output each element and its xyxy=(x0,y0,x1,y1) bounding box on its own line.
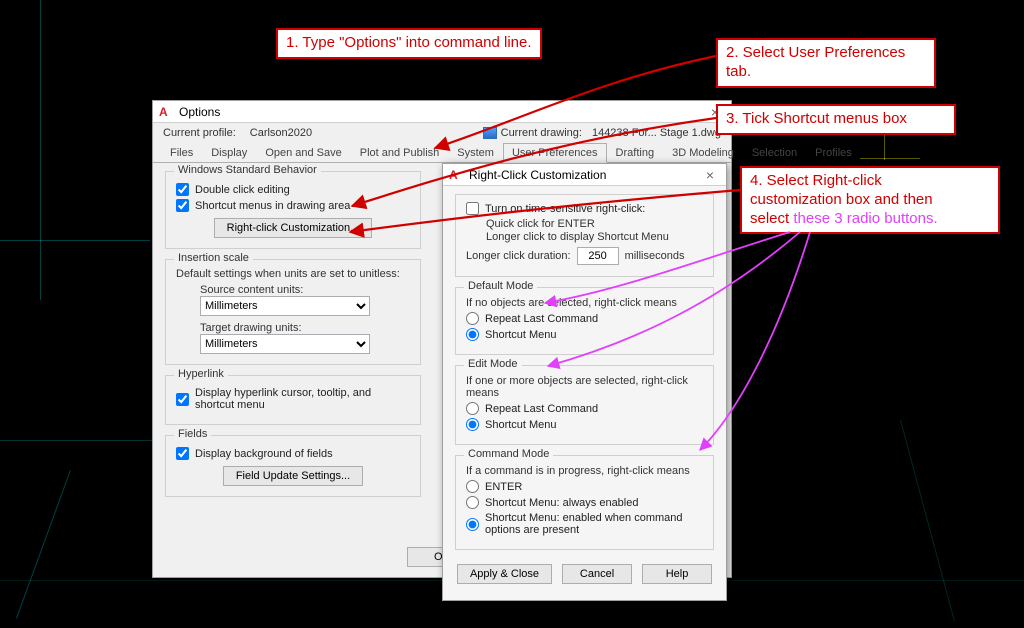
rc-help-button[interactable]: Help xyxy=(642,564,712,584)
rc-body: Turn on time-sensitive right-click: Quic… xyxy=(443,186,726,600)
drawing-label: Current drawing: xyxy=(501,127,582,139)
edit-repeat-radio[interactable]: Repeat Last Command xyxy=(466,402,703,415)
group-title-hyperlink: Hyperlink xyxy=(174,368,228,380)
profile-value: Carlson2020 xyxy=(250,127,312,139)
hyperlink-checkbox[interactable]: Display hyperlink cursor, tooltip, and s… xyxy=(176,387,410,411)
def-desc: If no objects are selected, right-click … xyxy=(466,297,703,309)
field-update-settings-button[interactable]: Field Update Settings... xyxy=(223,466,363,486)
group-title-wsb: Windows Standard Behavior xyxy=(174,164,321,176)
right-click-customization-button[interactable]: Right-click Customization... xyxy=(214,218,373,238)
annotation-3: 3. Tick Shortcut menus box xyxy=(716,104,956,135)
time-l2: Longer click to display Shortcut Menu xyxy=(486,231,703,243)
group-title-ins: Insertion scale xyxy=(174,252,253,264)
edit-desc: If one or more objects are selected, rig… xyxy=(466,375,703,399)
profile-label: Current profile: xyxy=(163,127,236,139)
time-sensitive-checkbox[interactable]: Turn on time-sensitive right-click: xyxy=(466,202,703,215)
time-dur-label: Longer click duration: xyxy=(466,250,571,262)
group-insertion-scale: Insertion scale Default settings when un… xyxy=(165,259,421,365)
group-fields: Fields Display background of fields Fiel… xyxy=(165,435,421,497)
group-title-edit: Edit Mode xyxy=(464,358,522,370)
fields-bg-checkbox[interactable]: Display background of fields xyxy=(176,447,410,460)
annotation-1: 1. Type "Options" into command line. xyxy=(276,28,542,59)
options-title: Options xyxy=(179,105,220,119)
group-title-cmd: Command Mode xyxy=(464,448,553,460)
tab-user-preferences[interactable]: User Preferences xyxy=(503,143,607,163)
group-time-sensitive: Turn on time-sensitive right-click: Quic… xyxy=(455,194,714,277)
cmd-sm-present-radio[interactable]: Shortcut Menu: enabled when command opti… xyxy=(466,512,703,536)
annotation-2: 2. Select User Preferences tab. xyxy=(716,38,936,88)
ins-desc: Default settings when units are set to u… xyxy=(176,268,410,280)
tgt-units-label: Target drawing units: xyxy=(200,322,410,334)
group-hyperlink: Hyperlink Display hyperlink cursor, tool… xyxy=(165,375,421,425)
tab-system[interactable]: System xyxy=(448,143,503,162)
tab-files[interactable]: Files xyxy=(161,143,202,162)
autocad-logo-icon: A xyxy=(449,168,463,182)
double-click-checkbox[interactable]: Double click editing xyxy=(176,183,410,196)
apply-close-button[interactable]: Apply & Close xyxy=(457,564,552,584)
src-units-label: Source content units: xyxy=(200,284,410,296)
annotation-4: 4. Select Right-click customization box … xyxy=(740,166,1000,234)
tab-open-save[interactable]: Open and Save xyxy=(256,143,350,162)
profile-row: Current profile: Carlson2020 Current dra… xyxy=(153,123,731,143)
time-l1: Quick click for ENTER xyxy=(486,218,703,230)
cmd-enter-radio[interactable]: ENTER xyxy=(466,480,703,493)
time-dur-unit: milliseconds xyxy=(625,250,685,262)
source-units-select[interactable]: Millimeters xyxy=(200,296,370,316)
tab-display[interactable]: Display xyxy=(202,143,256,162)
close-icon[interactable]: × xyxy=(700,167,720,183)
longer-click-duration-input[interactable] xyxy=(577,247,619,265)
rc-cancel-button[interactable]: Cancel xyxy=(562,564,632,584)
tab-profiles[interactable]: Profiles xyxy=(806,143,861,162)
target-units-select[interactable]: Millimeters xyxy=(200,334,370,354)
autocad-logo-icon: A xyxy=(159,105,173,119)
default-shortcut-radio[interactable]: Shortcut Menu xyxy=(466,328,703,341)
shortcut-menus-checkbox[interactable]: Shortcut menus in drawing area xyxy=(176,199,410,212)
options-body: Windows Standard Behavior Double click e… xyxy=(153,163,433,515)
rc-titlebar: A Right-Click Customization × xyxy=(443,164,726,186)
options-titlebar: A Options × xyxy=(153,101,731,123)
drawing-icon xyxy=(483,127,497,139)
cmd-sm-always-radio[interactable]: Shortcut Menu: always enabled xyxy=(466,496,703,509)
group-default-mode: Default Mode If no objects are selected,… xyxy=(455,287,714,355)
group-edit-mode: Edit Mode If one or more objects are sel… xyxy=(455,365,714,445)
group-windows-standard: Windows Standard Behavior Double click e… xyxy=(165,171,421,249)
group-command-mode: Command Mode If a command is in progress… xyxy=(455,455,714,550)
cmd-desc: If a command is in progress, right-click… xyxy=(466,465,703,477)
group-title-fields: Fields xyxy=(174,428,211,440)
default-repeat-radio[interactable]: Repeat Last Command xyxy=(466,312,703,325)
group-title-def: Default Mode xyxy=(464,280,537,292)
tab-3d-modeling[interactable]: 3D Modeling xyxy=(663,143,743,162)
tab-plot-publish[interactable]: Plot and Publish xyxy=(351,143,449,162)
rc-title: Right-Click Customization xyxy=(469,168,606,182)
tab-selection[interactable]: Selection xyxy=(743,143,806,162)
tab-drafting[interactable]: Drafting xyxy=(607,143,664,162)
right-click-dialog: A Right-Click Customization × Turn on ti… xyxy=(442,163,727,601)
drawing-value: 144238 For... Stage 1.dwg xyxy=(592,127,721,139)
edit-shortcut-radio[interactable]: Shortcut Menu xyxy=(466,418,703,431)
options-tabs: Files Display Open and Save Plot and Pub… xyxy=(153,143,731,163)
